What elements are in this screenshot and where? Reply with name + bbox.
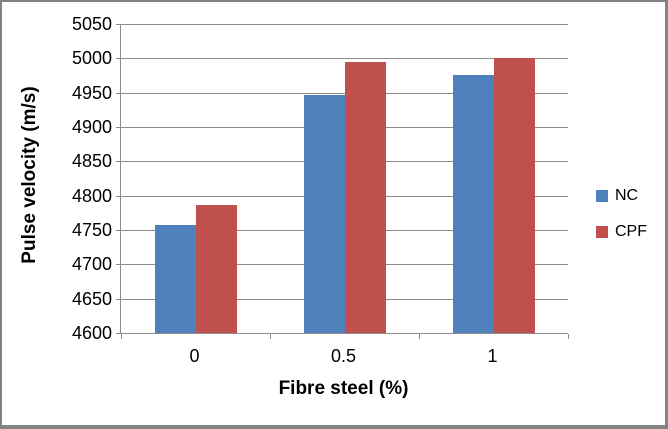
gridline-5050 [116,24,568,25]
x-axis-title: Fibre steel (%) [278,378,409,399]
bar-CPF-0.5 [344,61,386,333]
legend: NC CPF [596,188,647,260]
x-tick-mark-2 [419,334,420,339]
y-tick-label-4850: 4850 [71,151,112,172]
y-tick-label-5000: 5000 [71,48,112,69]
bar-NC-0.5 [303,95,345,333]
bar-CPF-0 [195,204,237,333]
x-tick-mark-3 [568,334,569,339]
y-tick-label-4700: 4700 [71,254,112,275]
legend-marker-NC [596,190,608,202]
legend-marker-CPF [596,226,608,238]
y-tick-label-4750: 4750 [71,220,112,240]
y-tick-label-4950: 4950 [71,82,112,103]
x-tick-mark-1 [270,334,271,339]
legend-label-NC: NC [615,187,639,204]
legend-item-CPF: CPF [596,224,647,240]
gridline-4950 [116,92,568,94]
x-tick-label-1: 1 [487,346,498,366]
bar-CPF-1 [493,58,535,333]
y-tick-label-4800: 4800 [71,185,112,206]
legend-label-CPF: CPF [615,223,647,240]
y-tick-label-4600: 4600 [71,323,112,343]
legend-item-NC: NC [596,188,647,204]
y-tick-label-4900: 4900 [71,117,112,137]
y-tick-label-4650: 4650 [71,288,112,309]
x-tick-mark-0 [121,334,122,339]
gridline-5000 [116,58,568,60]
y-tick-label-5050: 5050 [71,14,112,34]
bar-NC-0 [154,225,196,333]
x-tick-label-0: 0 [189,346,200,366]
gridline-4600 [116,333,568,334]
bar-NC-1 [452,74,494,333]
x-tick-label-0.5: 0.5 [330,346,357,366]
plot-area [116,24,569,339]
